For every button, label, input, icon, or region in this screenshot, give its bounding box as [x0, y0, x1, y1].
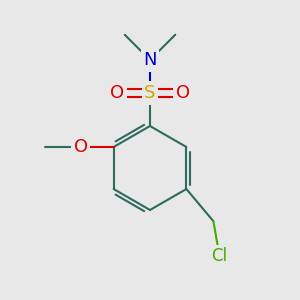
Text: O: O	[74, 138, 88, 156]
Text: O: O	[110, 84, 124, 102]
Text: N: N	[143, 51, 157, 69]
Text: S: S	[144, 84, 156, 102]
Text: Cl: Cl	[212, 247, 228, 265]
Text: O: O	[176, 84, 190, 102]
